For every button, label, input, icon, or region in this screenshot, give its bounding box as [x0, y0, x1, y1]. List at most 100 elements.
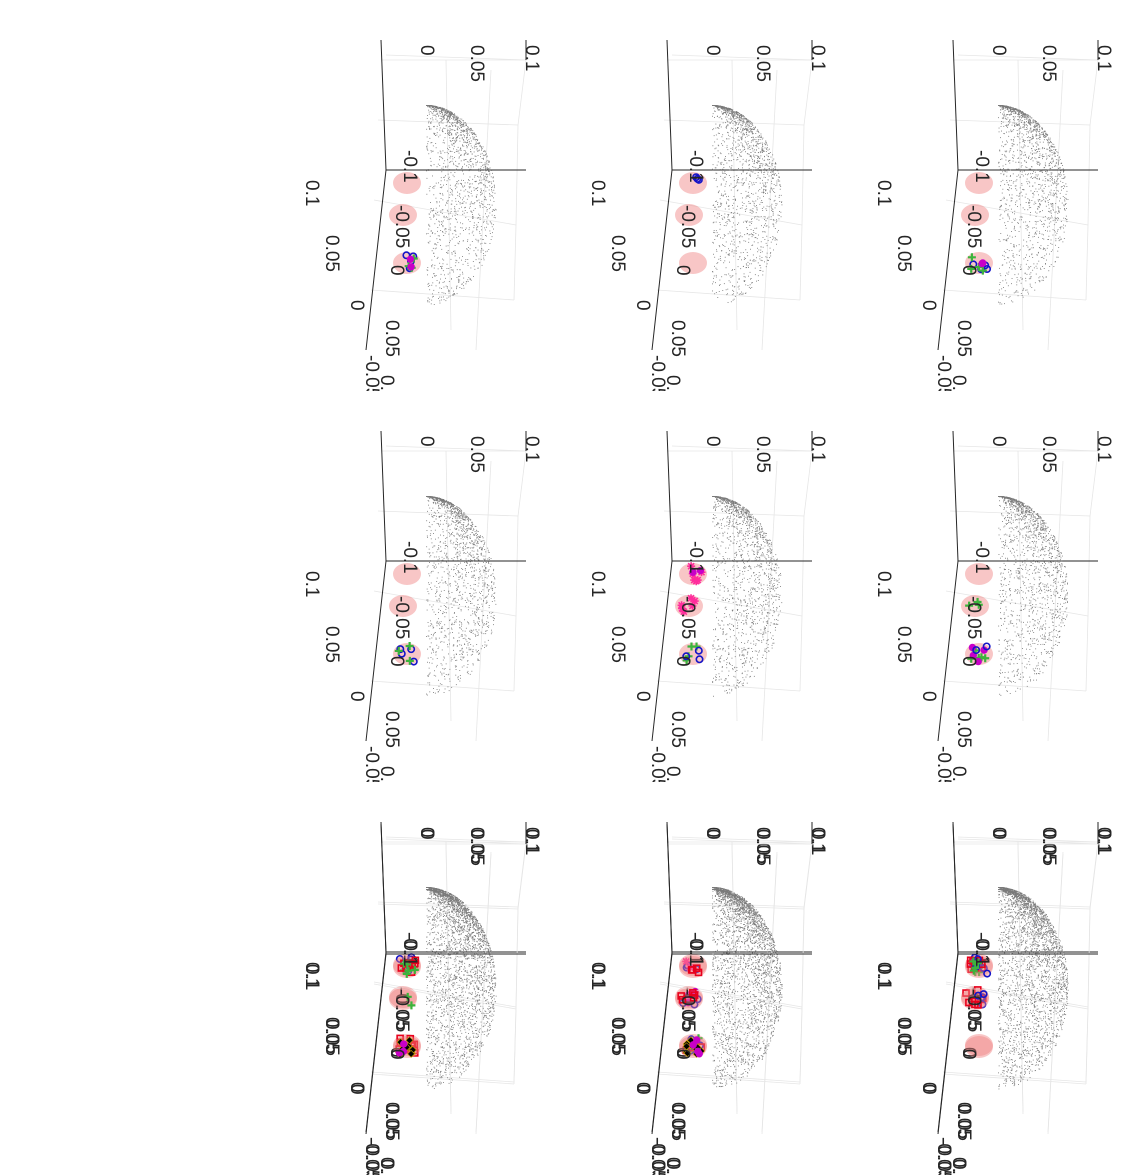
- cloud-point: [1003, 115, 1005, 117]
- cloud-point: [1018, 515, 1020, 516]
- cloud-point: [1063, 217, 1065, 219]
- cloud-point: [1024, 116, 1026, 118]
- cloud-point: [1034, 643, 1036, 644]
- cloud-point: [999, 529, 1001, 531]
- cloud-point: [1021, 509, 1022, 511]
- cloud-point: [1038, 260, 1040, 262]
- cloud-point: [1044, 929, 1046, 931]
- cloud-point: [1046, 528, 1048, 529]
- cloud-point: [1039, 131, 1040, 133]
- cloud-point: [1008, 1028, 1010, 1030]
- cloud-point: [1017, 1006, 1019, 1007]
- cloud-point: [1017, 291, 1019, 293]
- cloud-point: [1019, 505, 1021, 507]
- cloud-point: [1010, 511, 1012, 513]
- cloud-point: [1016, 976, 1018, 978]
- cloud-point: [1012, 108, 1014, 110]
- cloud-point: [1021, 115, 1023, 117]
- cloud-point: [1028, 513, 1030, 515]
- cloud-point: [1041, 129, 1043, 130]
- cloud-point: [1005, 151, 1007, 153]
- cloud-point: [1026, 118, 1027, 120]
- cloud-point: [1026, 161, 1027, 163]
- cloud-point: [1052, 561, 1054, 563]
- cloud-point: [1028, 293, 1029, 295]
- cloud-point: [1058, 991, 1060, 993]
- cloud-point: [1028, 897, 1029, 899]
- cloud-point: [1017, 514, 1019, 516]
- cloud-point: [1047, 140, 1049, 142]
- cloud-point: [1057, 178, 1059, 180]
- cloud-point: [1028, 519, 1030, 521]
- cloud-point: [1033, 127, 1035, 129]
- cloud-point: [1057, 957, 1059, 958]
- cloud-point: [1038, 539, 1040, 540]
- cloud-point: [1037, 123, 1039, 125]
- cloud-point: [1034, 232, 1036, 234]
- cloud-point: [1034, 511, 1035, 513]
- cloud-point: [1059, 983, 1061, 985]
- cloud-point: [1037, 518, 1039, 520]
- cloud-point: [1010, 523, 1012, 525]
- cloud-point: [1040, 644, 1042, 645]
- cloud-point: [1039, 276, 1041, 278]
- cloud-point: [1004, 1030, 1006, 1032]
- cloud-point: [1012, 919, 1014, 920]
- cloud-point: [1001, 264, 1003, 266]
- cloud-point: [1045, 604, 1046, 606]
- cloud-point: [1044, 923, 1046, 925]
- cloud-point: [1011, 194, 1013, 196]
- cloud-point: [1020, 900, 1021, 902]
- cloud-point: [1052, 1041, 1053, 1042]
- cloud-point: [1037, 149, 1039, 150]
- cloud-point: [1013, 681, 1014, 682]
- cloud-point: [998, 625, 1000, 627]
- cloud-point: [1047, 144, 1049, 146]
- cloud-point: [1017, 504, 1018, 506]
- cloud-point: [1057, 631, 1059, 633]
- cloud-point: [1013, 529, 1015, 531]
- cloud-point: [1047, 993, 1049, 994]
- cloud-point: [1032, 236, 1034, 238]
- cloud-point: [1018, 572, 1020, 573]
- cloud-point: [1009, 693, 1011, 694]
- cloud-point: [1032, 630, 1033, 632]
- cloud-point: [1028, 131, 1030, 133]
- cloud-point: [1004, 290, 1006, 292]
- grid-line: [949, 901, 1091, 908]
- cloud-point: [1013, 950, 1015, 952]
- cloud-point: [1018, 573, 1020, 575]
- cloud-point: [1015, 502, 1017, 504]
- cloud-point: [1057, 550, 1059, 551]
- cloud-point: [1053, 151, 1055, 153]
- cloud-point: [1020, 166, 1022, 168]
- cloud-point: [1036, 639, 1037, 641]
- cloud-point: [1016, 500, 1017, 502]
- cloud-point: [1021, 993, 1023, 995]
- cloud-point: [1011, 139, 1013, 141]
- cloud-point: [1024, 585, 1026, 586]
- cloud-point: [1041, 608, 1043, 609]
- cloud-point: [1032, 196, 1034, 198]
- cloud-point: [1049, 576, 1051, 578]
- cloud-point: [1013, 143, 1015, 145]
- cloud-point: [1005, 897, 1007, 899]
- cloud-point: [1046, 253, 1047, 255]
- cloud-point: [1000, 159, 1001, 160]
- cloud-point: [1030, 608, 1032, 610]
- cloud-point: [1007, 916, 1009, 918]
- cloud-point: [1055, 935, 1056, 937]
- cloud-point: [1056, 256, 1058, 258]
- cloud-point: [1042, 525, 1044, 527]
- cloud-point: [1031, 961, 1033, 963]
- cloud-point: [1062, 576, 1063, 578]
- cloud-point: [1063, 185, 1065, 186]
- tick-label: 0: [958, 265, 979, 276]
- cloud-point: [1016, 508, 1018, 510]
- cloud-point: [1010, 1010, 1011, 1012]
- cloud-point: [1057, 969, 1059, 970]
- cloud-point: [1013, 139, 1014, 141]
- cloud-point: [1053, 224, 1055, 226]
- cloud-point: [999, 496, 1001, 497]
- cloud-point: [1014, 1063, 1016, 1065]
